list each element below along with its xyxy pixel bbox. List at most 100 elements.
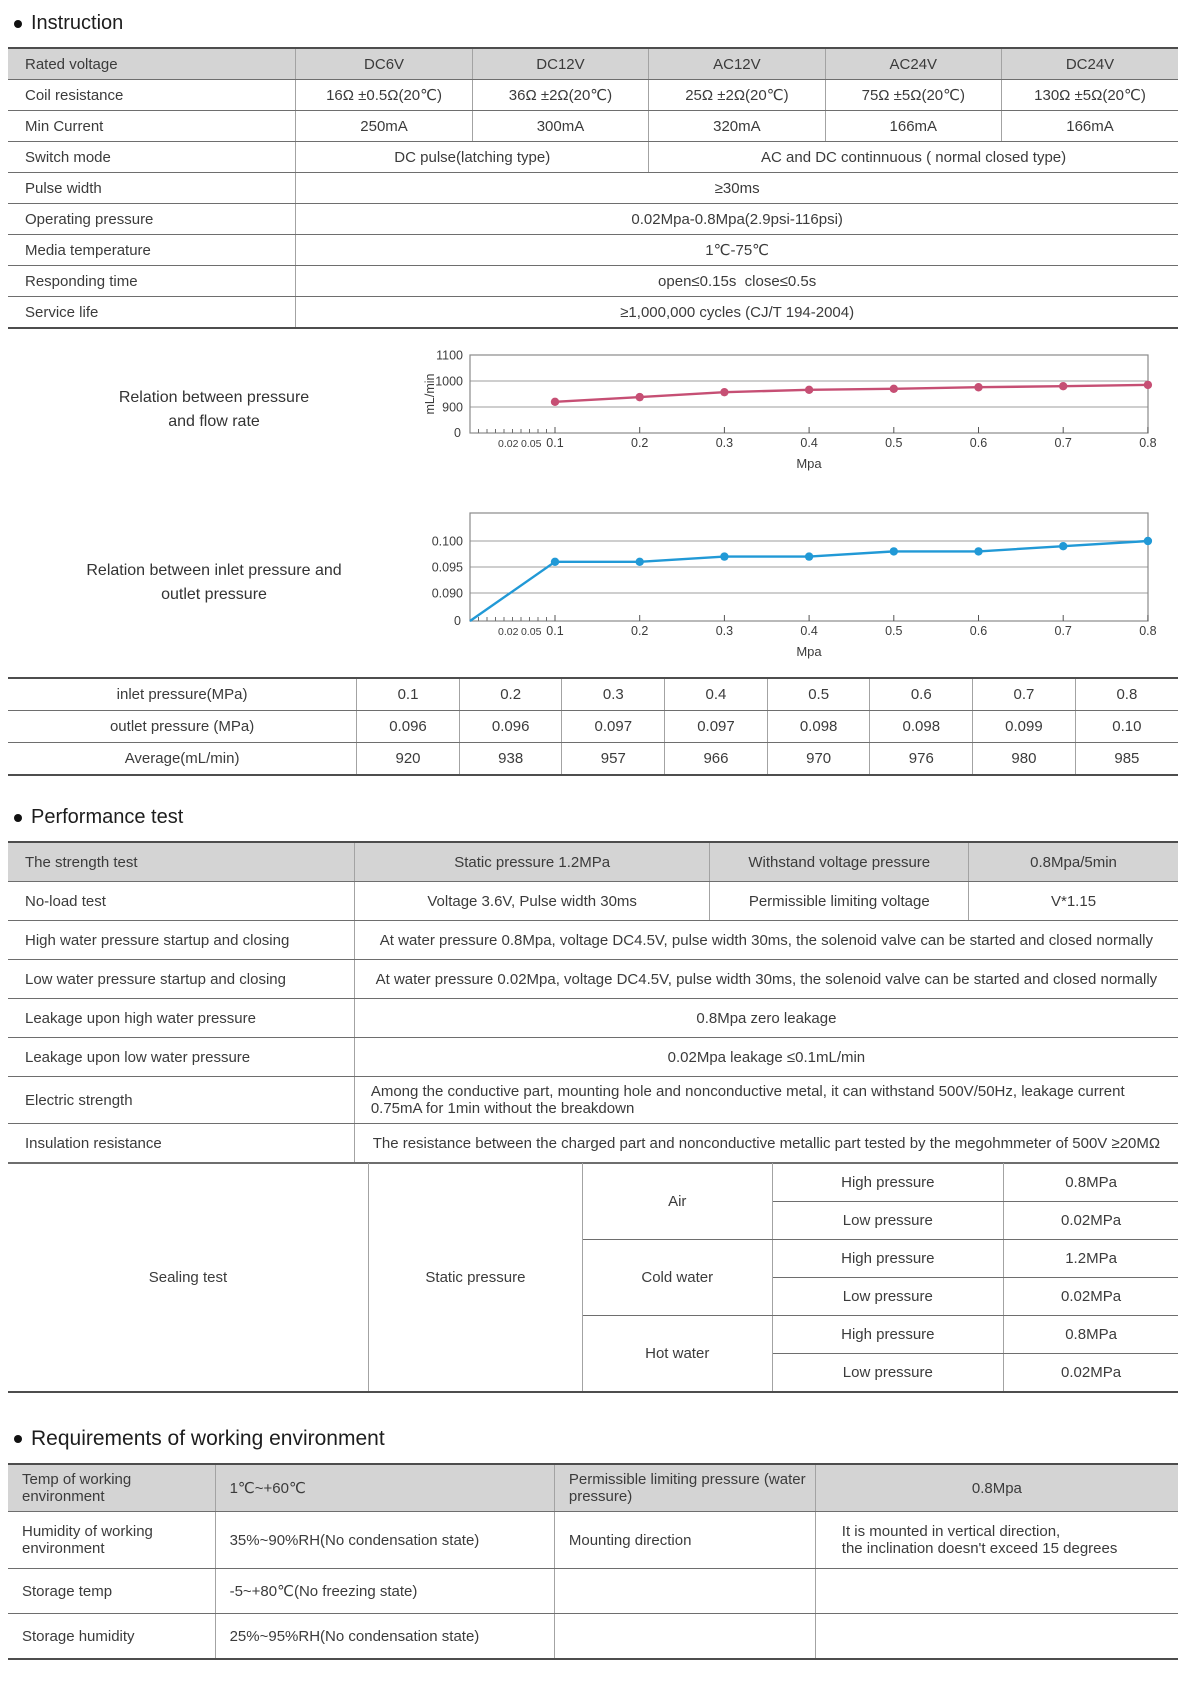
svg-text:0.8: 0.8	[1139, 436, 1156, 450]
svg-text:0.6: 0.6	[970, 624, 987, 638]
chart-title-line: outlet pressure	[161, 586, 267, 603]
cell: Low pressure	[772, 1201, 1005, 1240]
insulation-resistance-row: Insulation resistance The resistance bet…	[8, 1123, 1178, 1163]
cell: Static pressure	[367, 1163, 583, 1393]
svg-text:0.1: 0.1	[546, 436, 563, 450]
row-label: Switch mode	[8, 141, 297, 173]
spec-row-responding-time: Responding time open≤0.15s close≤0.5s	[8, 265, 1178, 297]
row-label: Storage humidity	[8, 1613, 216, 1660]
strength-test-row: The strength test Static pressure 1.2MPa…	[8, 841, 1178, 882]
cell: AC24V	[824, 47, 1003, 80]
cell: Withstand voltage pressure	[709, 841, 970, 882]
cell: Hot water	[582, 1315, 773, 1393]
cell	[814, 1568, 1178, 1614]
spec-row-switch-mode: Switch mode DC pulse(latching type) AC a…	[8, 141, 1178, 173]
cell: ≥1,000,000 cycles (CJ/T 194-2004)	[295, 296, 1178, 329]
cell: DC24V	[1001, 47, 1178, 80]
svg-text:0.02: 0.02	[498, 626, 519, 638]
svg-text:0: 0	[454, 426, 461, 440]
row-label: Low water pressure startup and closing	[8, 959, 355, 999]
row-label: Storage temp	[8, 1568, 216, 1614]
cell: 1℃-75℃	[295, 234, 1178, 266]
instruction-heading: Instruction	[14, 12, 1178, 35]
cell: Voltage 3.6V, Pulse width 30ms	[353, 881, 711, 921]
pressure-flow-table: inlet pressure(MPa) 0.1 0.2 0.3 0.4 0.5 …	[8, 677, 1178, 776]
cell: 920	[356, 742, 460, 776]
svg-text:0.2: 0.2	[631, 436, 648, 450]
leakage-low-row: Leakage upon low water pressure 0.02Mpa …	[8, 1037, 1178, 1077]
svg-text:0.8: 0.8	[1139, 624, 1156, 638]
cell: 0.8MPa	[1003, 1163, 1178, 1202]
row-label: Rated voltage	[8, 47, 297, 80]
svg-text:Mpa: Mpa	[796, 644, 822, 659]
cell: High pressure	[771, 1163, 1005, 1202]
sealing-hot-low-row: Low pressure 0.02MPa	[8, 1353, 1178, 1393]
cell: 0.096	[356, 710, 460, 743]
svg-text:0.090: 0.090	[432, 587, 463, 601]
cell: 0.099	[972, 710, 1076, 743]
cell: 166mA	[1001, 110, 1178, 142]
cell: 976	[869, 742, 974, 776]
environment-heading: Requirements of working environment	[14, 1427, 1178, 1451]
sealing-hot-high-row: Hot water High pressure 0.8MPa	[8, 1315, 1178, 1393]
cell: 1℃~+60℃	[214, 1463, 555, 1512]
cell: 957	[561, 742, 666, 776]
section-title: Requirements of working environment	[31, 1427, 385, 1450]
svg-text:0.1: 0.1	[546, 624, 563, 638]
cell: 0.5	[766, 677, 871, 711]
svg-text:0.095: 0.095	[432, 561, 463, 575]
spec-row-service-life: Service life ≥1,000,000 cycles (CJ/T 194…	[8, 296, 1178, 329]
cell: 0.8Mpa/5min	[968, 841, 1178, 882]
svg-text:0.4: 0.4	[800, 436, 817, 450]
low-water-startup-row: Low water pressure startup and closing A…	[8, 959, 1178, 999]
row-label: Humidity of working environment	[8, 1511, 216, 1569]
cell: 0.8Mpa	[814, 1463, 1178, 1512]
row-label: Electric strength	[8, 1076, 355, 1124]
cell: DC pulse(latching type)	[295, 141, 650, 173]
row-label: Leakage upon high water pressure	[8, 998, 355, 1038]
row-label: Temp of working environment	[8, 1463, 216, 1512]
svg-text:0.100: 0.100	[432, 535, 463, 549]
row-label: High water pressure startup and closing	[8, 920, 355, 960]
cell: Mounting direction	[553, 1511, 816, 1569]
cell: 35%~90%RH(No condensation state)	[214, 1511, 555, 1569]
svg-text:0.5: 0.5	[885, 436, 902, 450]
spec-table: Rated voltage DC6V DC12V AC12V AC24V DC2…	[8, 47, 1178, 329]
row-label: No-load test	[8, 881, 355, 921]
cell-line: the inclination doesn't exceed 15 degree…	[841, 1540, 1118, 1557]
sealing-cold-high-row: Cold water High pressure 1.2MPa	[8, 1239, 1178, 1316]
cell: The resistance between the charged part …	[353, 1123, 1178, 1163]
svg-text:1000: 1000	[435, 375, 463, 389]
svg-text:0.2: 0.2	[631, 624, 648, 638]
cell: 0.097	[561, 710, 666, 743]
svg-text:Mpa: Mpa	[796, 456, 822, 471]
svg-text:mL/min: mL/min	[423, 373, 437, 414]
cell: 0.8	[1074, 677, 1178, 711]
cell	[814, 1613, 1178, 1660]
cell: 0.10	[1074, 710, 1178, 743]
row-label: inlet pressure(MPa)	[8, 677, 358, 711]
cell: DC6V	[295, 47, 473, 80]
cell: 0.6	[869, 677, 974, 711]
cell: At water pressure 0.02Mpa, voltage DC4.5…	[353, 959, 1178, 999]
cell: 36Ω ±2Ω(20℃)	[471, 79, 650, 111]
flow-rate-chart-title: Relation between pressure and flow rate	[8, 386, 420, 434]
cell: High pressure	[771, 1239, 1005, 1278]
inlet-pressure-row: inlet pressure(MPa) 0.1 0.2 0.3 0.4 0.5 …	[8, 677, 1178, 711]
row-label: Leakage upon low water pressure	[8, 1037, 355, 1077]
env-temp-row: Temp of working environment 1℃~+60℃ Perm…	[8, 1463, 1178, 1512]
cell	[553, 1568, 816, 1614]
row-label: Insulation resistance	[8, 1123, 355, 1163]
cell: 166mA	[824, 110, 1003, 142]
cell: Permissible limiting pressure (water pre…	[553, 1463, 816, 1512]
cell	[553, 1613, 816, 1660]
spec-row-media-temperature: Media temperature 1℃-75℃	[8, 234, 1178, 266]
average-flow-row: Average(mL/min) 920 938 957 966 970 976 …	[8, 742, 1178, 776]
row-label: Media temperature	[8, 234, 297, 266]
outlet-pressure-row: outlet pressure (MPa) 0.096 0.096 0.097 …	[8, 710, 1178, 743]
row-label: Service life	[8, 296, 297, 329]
no-load-test-row: No-load test Voltage 3.6V, Pulse width 3…	[8, 881, 1178, 921]
high-water-startup-row: High water pressure startup and closing …	[8, 920, 1178, 960]
env-storage-humidity-row: Storage humidity 25%~95%RH(No condensati…	[8, 1613, 1178, 1660]
